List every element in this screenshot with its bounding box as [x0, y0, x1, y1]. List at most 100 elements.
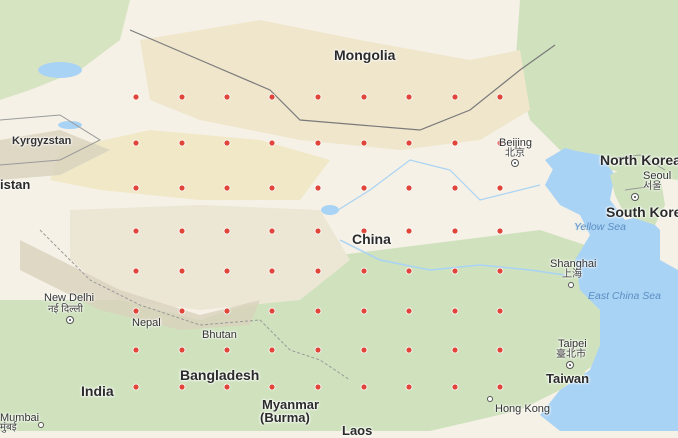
label-north-korea: North Korea — [600, 152, 678, 168]
grid-marker[interactable] — [268, 383, 276, 391]
grid-marker[interactable] — [405, 93, 413, 101]
grid-marker[interactable] — [496, 184, 504, 192]
grid-marker[interactable] — [405, 307, 413, 315]
grid-marker[interactable] — [132, 139, 140, 147]
grid-marker[interactable] — [360, 267, 368, 275]
label-burma: (Burma) — [260, 410, 310, 425]
grid-marker[interactable] — [360, 346, 368, 354]
grid-marker[interactable] — [314, 307, 322, 315]
label-bhutan: Bhutan — [202, 329, 237, 341]
grid-marker[interactable] — [451, 383, 459, 391]
grid-marker[interactable] — [451, 184, 459, 192]
border-korea-dmz — [624, 184, 661, 191]
label-bangladesh: Bangladesh — [180, 367, 260, 383]
grid-marker[interactable] — [496, 139, 504, 147]
border-india-china — [39, 229, 351, 381]
grid-marker[interactable] — [314, 346, 322, 354]
grid-marker[interactable] — [496, 346, 504, 354]
grid-marker[interactable] — [178, 346, 186, 354]
grid-marker[interactable] — [405, 267, 413, 275]
grid-marker[interactable] — [223, 184, 231, 192]
grid-marker[interactable] — [178, 184, 186, 192]
grid-marker[interactable] — [360, 93, 368, 101]
lake-issyk-kul — [58, 121, 82, 129]
grid-marker[interactable] — [496, 93, 504, 101]
grid-marker[interactable] — [132, 307, 140, 315]
label-shanghai: Shanghai — [550, 258, 597, 270]
grid-marker[interactable] — [314, 93, 322, 101]
taipei-dot — [566, 361, 574, 369]
grid-marker[interactable] — [178, 227, 186, 235]
grid-marker[interactable] — [496, 383, 504, 391]
grid-marker[interactable] — [268, 307, 276, 315]
grid-marker[interactable] — [132, 184, 140, 192]
grid-marker[interactable] — [360, 383, 368, 391]
grid-marker[interactable] — [132, 93, 140, 101]
grid-marker[interactable] — [314, 227, 322, 235]
lake-balkhash — [38, 62, 82, 78]
vegetation-east — [515, 0, 678, 180]
label-kyrgyzstan: Kyrgyzstan — [12, 135, 72, 147]
grid-marker[interactable] — [451, 267, 459, 275]
grid-marker[interactable] — [451, 93, 459, 101]
grid-marker[interactable] — [178, 383, 186, 391]
label-mongolia: Mongolia — [334, 47, 396, 63]
grid-marker[interactable] — [178, 307, 186, 315]
grid-marker[interactable] — [496, 307, 504, 315]
grid-marker[interactable] — [268, 93, 276, 101]
grid-marker[interactable] — [314, 267, 322, 275]
taklamakan — [50, 130, 330, 200]
grid-marker[interactable] — [268, 267, 276, 275]
grid-marker[interactable] — [178, 139, 186, 147]
grid-marker[interactable] — [268, 227, 276, 235]
grid-marker[interactable] — [223, 383, 231, 391]
grid-marker[interactable] — [405, 139, 413, 147]
grid-marker[interactable] — [405, 383, 413, 391]
plateau — [70, 205, 350, 310]
grid-marker[interactable] — [178, 93, 186, 101]
grid-marker[interactable] — [496, 227, 504, 235]
grid-marker[interactable] — [223, 267, 231, 275]
grid-marker[interactable] — [451, 307, 459, 315]
grid-marker[interactable] — [132, 383, 140, 391]
grid-marker[interactable] — [405, 184, 413, 192]
korea-peninsula — [610, 160, 665, 225]
grid-marker[interactable] — [451, 346, 459, 354]
taiwan-island — [572, 340, 590, 380]
grid-marker[interactable] — [314, 383, 322, 391]
label-mumbai: Mumbai — [0, 412, 40, 424]
grid-marker[interactable] — [223, 93, 231, 101]
grid-marker[interactable] — [405, 346, 413, 354]
grid-marker[interactable] — [178, 267, 186, 275]
beijing-dot — [511, 159, 519, 167]
grid-marker[interactable] — [496, 267, 504, 275]
grid-marker[interactable] — [223, 307, 231, 315]
grid-marker[interactable] — [405, 227, 413, 235]
grid-marker[interactable] — [314, 139, 322, 147]
grid-marker[interactable] — [451, 227, 459, 235]
marker-layer — [132, 93, 504, 391]
border-mongolia — [129, 29, 556, 131]
grid-marker[interactable] — [360, 227, 368, 235]
grid-marker[interactable] — [268, 139, 276, 147]
grid-marker[interactable] — [451, 139, 459, 147]
grid-marker[interactable] — [223, 227, 231, 235]
grid-marker[interactable] — [360, 184, 368, 192]
grid-marker[interactable] — [268, 346, 276, 354]
vegetation-northwest — [0, 0, 130, 100]
label-taipei: Taipei — [558, 338, 587, 350]
grid-marker[interactable] — [223, 139, 231, 147]
grid-marker[interactable] — [360, 139, 368, 147]
grid-marker[interactable] — [132, 227, 140, 235]
label-shanghai-cn: 上海 — [562, 269, 582, 280]
grid-marker[interactable] — [132, 346, 140, 354]
grid-marker[interactable] — [223, 346, 231, 354]
bohai-sea — [545, 148, 580, 172]
label-new-delhi-hi: नई दिल्ली — [48, 304, 84, 315]
grid-marker[interactable] — [268, 184, 276, 192]
label-taipei-cn: 臺北市 — [556, 349, 586, 360]
grid-marker[interactable] — [314, 184, 322, 192]
grid-marker[interactable] — [360, 307, 368, 315]
grid-marker[interactable] — [132, 267, 140, 275]
